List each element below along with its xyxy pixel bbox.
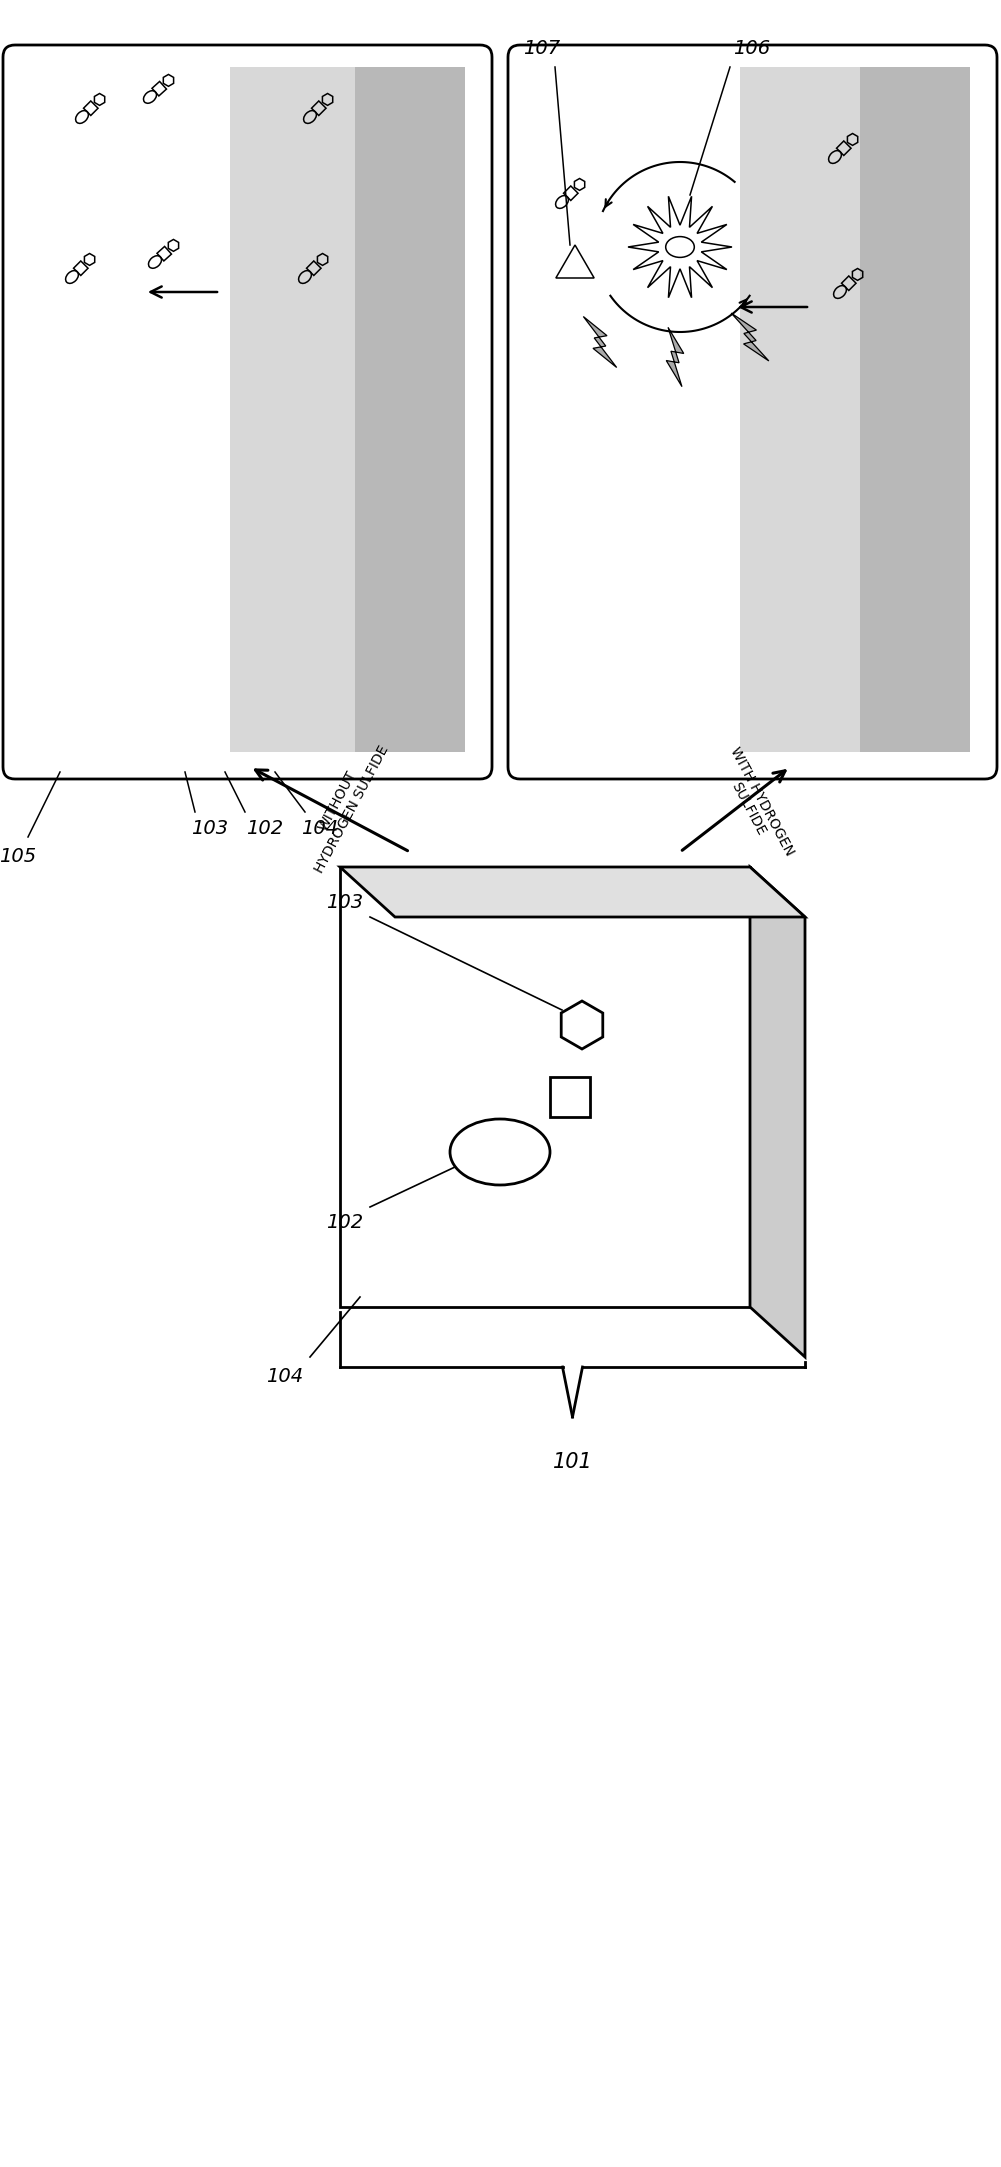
- Text: 105: 105: [0, 847, 37, 867]
- Text: 106: 106: [734, 39, 771, 59]
- Text: 102: 102: [246, 819, 283, 839]
- Text: 103: 103: [191, 819, 228, 839]
- Text: WITH HYDROGEN
SULFIDE: WITH HYDROGEN SULFIDE: [714, 745, 797, 865]
- Text: 104: 104: [266, 1367, 303, 1387]
- Polygon shape: [860, 67, 970, 752]
- Text: 103: 103: [326, 893, 363, 912]
- Polygon shape: [340, 867, 750, 1307]
- Polygon shape: [355, 67, 465, 752]
- Polygon shape: [584, 316, 617, 368]
- Text: WITHOUT
HYDROGEN SULFIDE: WITHOUT HYDROGEN SULFIDE: [298, 735, 391, 875]
- Text: 107: 107: [524, 39, 561, 59]
- Polygon shape: [340, 867, 805, 917]
- Text: 104: 104: [301, 819, 338, 839]
- Text: 101: 101: [553, 1452, 593, 1471]
- Text: 102: 102: [326, 1214, 363, 1231]
- Polygon shape: [667, 327, 684, 386]
- Polygon shape: [750, 867, 805, 1357]
- Polygon shape: [230, 67, 465, 752]
- Polygon shape: [740, 67, 970, 752]
- Polygon shape: [731, 312, 769, 362]
